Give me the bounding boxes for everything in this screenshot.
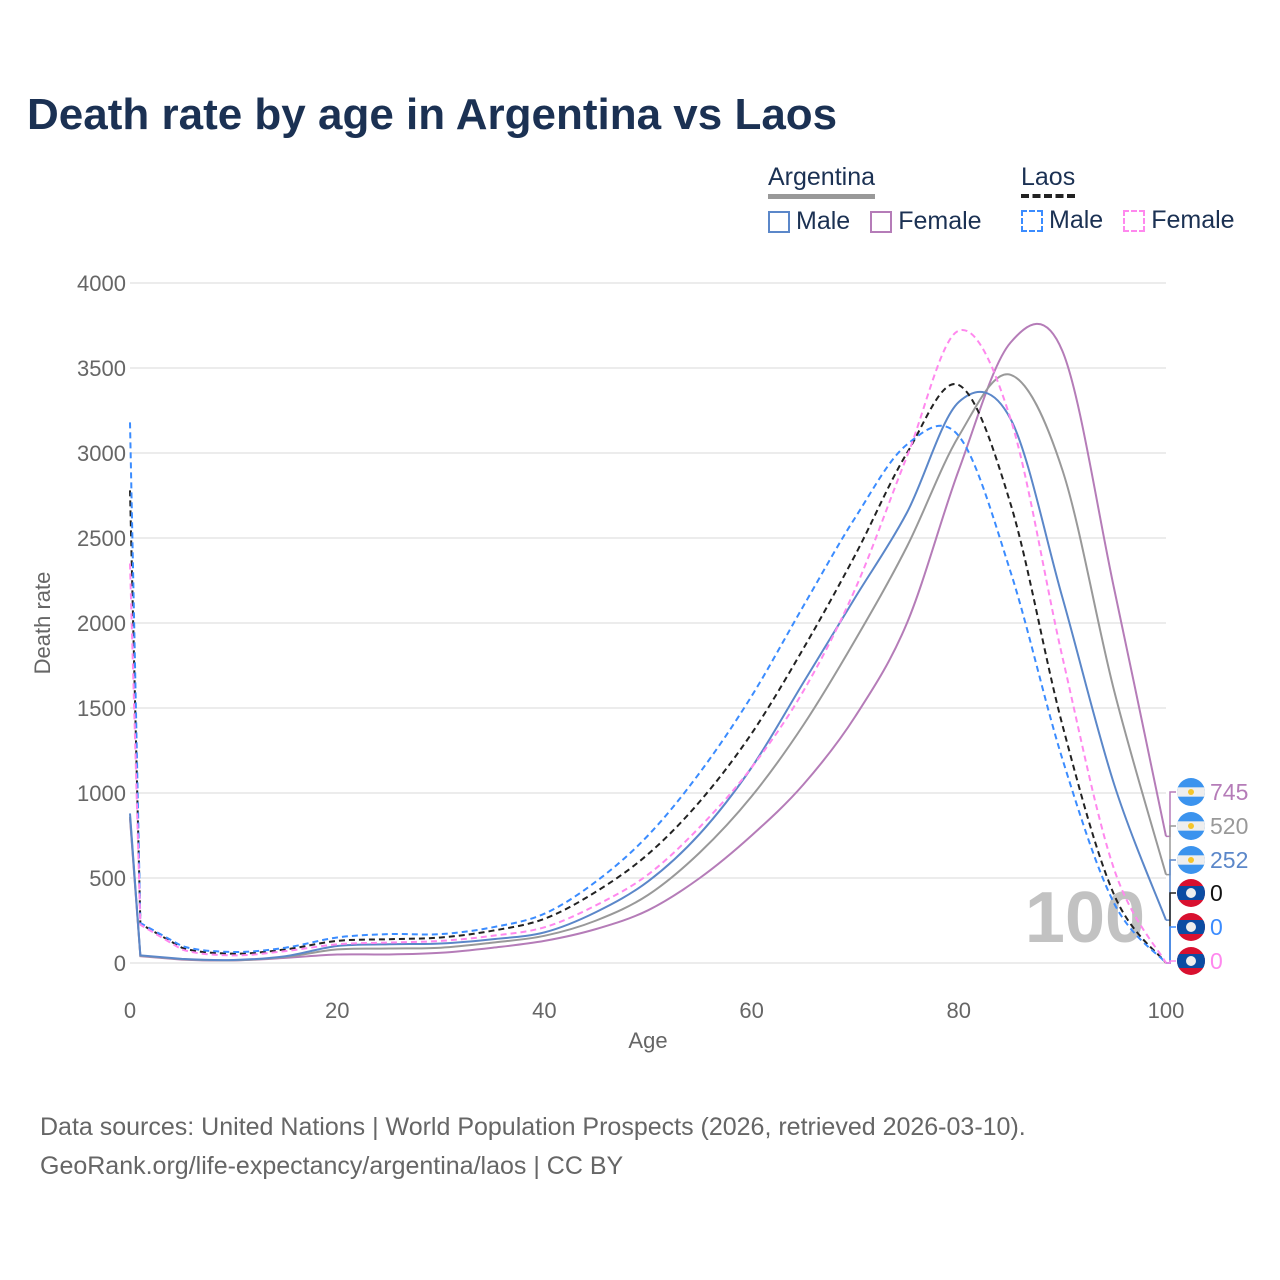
argentina-flag-icon (1177, 778, 1205, 806)
legend-laos: Laos Male Female (1021, 163, 1235, 235)
series-line-laos-total[interactable] (129, 383, 1167, 964)
y-tick-label: 500 (89, 866, 126, 891)
x-tick-label: 80 (947, 998, 971, 1023)
y-tick-label: 4000 (77, 271, 126, 296)
legend-group-label: Laos (1021, 163, 1076, 198)
x-tick-label: 40 (532, 998, 556, 1023)
y-tick-label: 2500 (77, 526, 126, 551)
y-tick-label: 3500 (77, 356, 126, 381)
argentina-flag-icon (1177, 812, 1205, 840)
watermark-age: 100 (1025, 878, 1145, 958)
legend-label-laos-male[interactable]: Male (1049, 206, 1104, 234)
laos-flag-icon (1177, 879, 1205, 907)
laos-flag-icon (1177, 913, 1205, 941)
end-connector (1166, 926, 1176, 964)
end-connector (1166, 791, 1176, 838)
legend-swatch-argentina-female (870, 210, 893, 233)
end-connector (1166, 825, 1176, 876)
legend-group-label: Argentina (768, 163, 876, 199)
legend-label-laos-female[interactable]: Female (1151, 206, 1235, 234)
legend-swatch-laos-female (1123, 209, 1146, 232)
footer-link[interactable]: GeoRank.org/life-expectancy/argentina/la… (40, 1152, 624, 1180)
end-value-label: 0 (1210, 880, 1223, 906)
x-tick-label: 20 (325, 998, 349, 1023)
legend-argentina: Argentina Male Female (768, 163, 982, 236)
argentina-flag-icon (1177, 846, 1205, 874)
chart-title: Death rate by age in Argentina vs Laos (27, 90, 838, 139)
footer-sources: Data sources: United Nations | World Pop… (40, 1113, 1026, 1141)
y-tick-label: 1500 (77, 696, 126, 721)
end-connector (1166, 960, 1176, 964)
end-value-label: 745 (1210, 779, 1248, 805)
y-tick-label: 1000 (77, 781, 126, 806)
legend-label-argentina-female[interactable]: Female (898, 207, 982, 235)
footer: Data sources: United Nations | World Pop… (40, 1108, 1026, 1186)
series-line-argentina-total[interactable] (129, 373, 1167, 962)
y-tick-label: 2000 (77, 611, 126, 636)
series-line-argentina-male[interactable] (129, 390, 1167, 962)
end-value-label: 252 (1210, 847, 1248, 873)
x-tick-label: 100 (1148, 998, 1185, 1023)
y-axis-label: Death rate (30, 572, 55, 675)
laos-flag-icon (1177, 947, 1205, 975)
y-tick-label: 3000 (77, 441, 126, 466)
x-tick-label: 60 (739, 998, 763, 1023)
y-tick-label: 0 (114, 951, 126, 976)
series-line-laos-male[interactable] (129, 422, 1167, 964)
legend-label-argentina-male[interactable]: Male (796, 207, 851, 235)
legend-swatch-argentina-male (768, 210, 790, 233)
series-line-laos-female[interactable] (129, 329, 1167, 964)
end-connector (1166, 859, 1176, 921)
x-tick-label: 0 (124, 998, 136, 1023)
end-connector (1166, 892, 1176, 964)
end-value-label: 0 (1210, 914, 1223, 940)
end-value-label: 520 (1210, 813, 1248, 839)
x-axis-label: Age (628, 1028, 667, 1053)
end-value-label: 0 (1210, 948, 1223, 974)
legend-swatch-laos-male (1021, 209, 1043, 232)
